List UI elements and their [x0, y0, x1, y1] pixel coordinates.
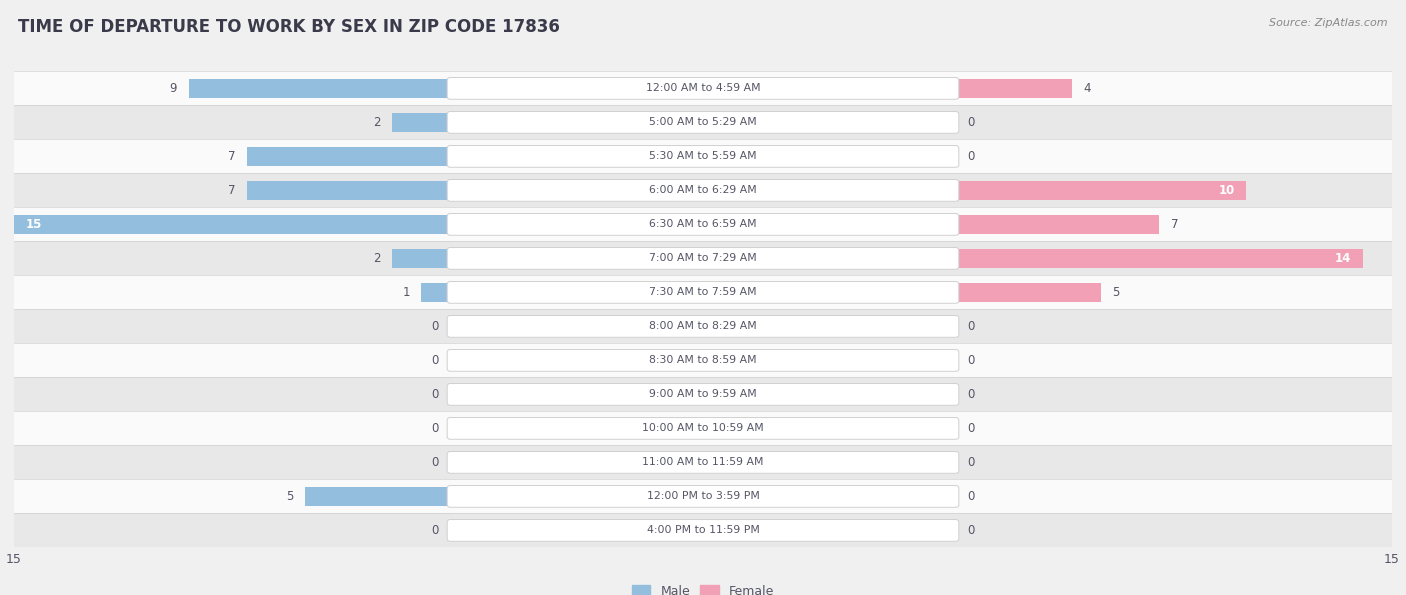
FancyBboxPatch shape — [447, 349, 959, 371]
FancyBboxPatch shape — [447, 519, 959, 541]
Bar — [956, 283, 1101, 302]
FancyBboxPatch shape — [447, 384, 959, 405]
Text: 8:30 AM to 8:59 AM: 8:30 AM to 8:59 AM — [650, 355, 756, 365]
Bar — [14, 105, 1392, 139]
Bar — [14, 446, 1392, 480]
Text: 15: 15 — [25, 218, 42, 231]
FancyBboxPatch shape — [447, 248, 959, 270]
Text: 11:00 AM to 11:59 AM: 11:00 AM to 11:59 AM — [643, 458, 763, 468]
Bar — [14, 411, 1392, 446]
Text: 12:00 AM to 4:59 AM: 12:00 AM to 4:59 AM — [645, 83, 761, 93]
Bar — [14, 215, 450, 234]
Text: 2: 2 — [373, 252, 381, 265]
FancyBboxPatch shape — [447, 214, 959, 235]
Bar — [14, 173, 1392, 208]
Text: 0: 0 — [967, 116, 974, 129]
Bar — [247, 181, 450, 200]
FancyBboxPatch shape — [447, 315, 959, 337]
Bar — [14, 377, 1392, 411]
Bar — [956, 181, 1247, 200]
Bar — [14, 208, 1392, 242]
Text: 6:30 AM to 6:59 AM: 6:30 AM to 6:59 AM — [650, 220, 756, 230]
Text: 0: 0 — [432, 524, 439, 537]
Bar — [305, 487, 450, 506]
FancyBboxPatch shape — [447, 486, 959, 508]
FancyBboxPatch shape — [447, 146, 959, 167]
Bar — [188, 79, 450, 98]
FancyBboxPatch shape — [447, 77, 959, 99]
Text: 5: 5 — [1112, 286, 1121, 299]
Text: 1: 1 — [402, 286, 409, 299]
Bar — [956, 215, 1159, 234]
Bar — [247, 147, 450, 166]
Text: 0: 0 — [967, 490, 974, 503]
Text: 7: 7 — [228, 184, 235, 197]
Text: 0: 0 — [967, 354, 974, 367]
Bar — [392, 249, 450, 268]
Text: 5:30 AM to 5:59 AM: 5:30 AM to 5:59 AM — [650, 151, 756, 161]
Text: 0: 0 — [967, 422, 974, 435]
Text: 5:00 AM to 5:29 AM: 5:00 AM to 5:29 AM — [650, 117, 756, 127]
Text: 4:00 PM to 11:59 PM: 4:00 PM to 11:59 PM — [647, 525, 759, 536]
Text: 0: 0 — [967, 320, 974, 333]
Bar — [422, 283, 450, 302]
Bar — [956, 79, 1071, 98]
FancyBboxPatch shape — [447, 111, 959, 133]
Bar — [14, 139, 1392, 173]
Bar — [14, 242, 1392, 275]
Text: 7: 7 — [1171, 218, 1178, 231]
Bar — [14, 71, 1392, 105]
Text: 2: 2 — [373, 116, 381, 129]
Text: 10: 10 — [1219, 184, 1234, 197]
Text: 0: 0 — [967, 524, 974, 537]
Text: 7:00 AM to 7:29 AM: 7:00 AM to 7:29 AM — [650, 253, 756, 264]
Text: 0: 0 — [967, 150, 974, 163]
Text: 0: 0 — [967, 388, 974, 401]
Text: 12:00 PM to 3:59 PM: 12:00 PM to 3:59 PM — [647, 491, 759, 502]
Text: 0: 0 — [967, 456, 974, 469]
Text: 0: 0 — [432, 456, 439, 469]
Bar — [14, 513, 1392, 547]
Text: 9:00 AM to 9:59 AM: 9:00 AM to 9:59 AM — [650, 389, 756, 399]
Text: 6:00 AM to 6:29 AM: 6:00 AM to 6:29 AM — [650, 186, 756, 195]
Bar — [956, 249, 1362, 268]
Text: 0: 0 — [432, 320, 439, 333]
FancyBboxPatch shape — [447, 180, 959, 201]
Text: 8:00 AM to 8:29 AM: 8:00 AM to 8:29 AM — [650, 321, 756, 331]
Bar — [14, 343, 1392, 377]
FancyBboxPatch shape — [447, 281, 959, 303]
Bar — [392, 113, 450, 131]
Text: TIME OF DEPARTURE TO WORK BY SEX IN ZIP CODE 17836: TIME OF DEPARTURE TO WORK BY SEX IN ZIP … — [18, 18, 560, 36]
Text: 0: 0 — [432, 388, 439, 401]
Text: 7:30 AM to 7:59 AM: 7:30 AM to 7:59 AM — [650, 287, 756, 298]
Text: 5: 5 — [285, 490, 294, 503]
Text: 10:00 AM to 10:59 AM: 10:00 AM to 10:59 AM — [643, 424, 763, 433]
Bar — [14, 480, 1392, 513]
Text: 0: 0 — [432, 354, 439, 367]
FancyBboxPatch shape — [447, 452, 959, 473]
Text: 4: 4 — [1084, 82, 1091, 95]
Text: Source: ZipAtlas.com: Source: ZipAtlas.com — [1270, 18, 1388, 28]
Text: 9: 9 — [170, 82, 177, 95]
Bar — [14, 275, 1392, 309]
FancyBboxPatch shape — [447, 418, 959, 439]
Legend: Male, Female: Male, Female — [627, 580, 779, 595]
Text: 0: 0 — [432, 422, 439, 435]
Text: 14: 14 — [1334, 252, 1351, 265]
Bar — [14, 309, 1392, 343]
Text: 7: 7 — [228, 150, 235, 163]
